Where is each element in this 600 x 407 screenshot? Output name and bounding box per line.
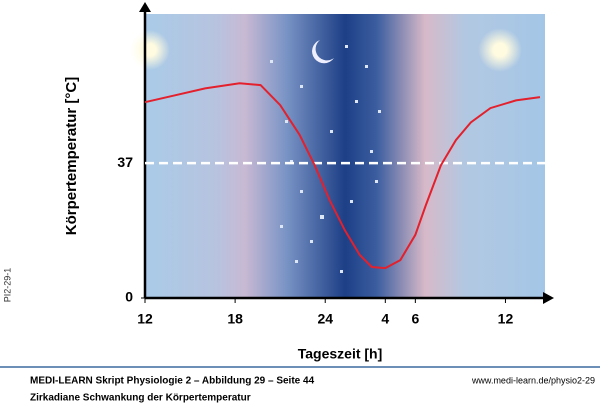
footer-subtitle: Zirkadiane Schwankung der Körpertemperat… [30, 393, 251, 404]
y-arrow [139, 2, 151, 12]
sun [478, 28, 522, 72]
y-tick-label: 0 [125, 289, 133, 305]
x-tick-label: 12 [137, 311, 153, 327]
x-tick-label: 18 [227, 311, 243, 327]
footer-url: www.medi-learn.de/physio2-29 [471, 375, 595, 385]
x-tick-label: 6 [411, 311, 419, 327]
x-tick-label: 4 [381, 311, 389, 327]
figure-code: PI2-29-1 [2, 268, 12, 303]
moon [312, 40, 334, 64]
footer-title: MEDI-LEARN Skript Physiologie 2 – Abbild… [30, 376, 315, 387]
y-tick-label: 37 [117, 154, 133, 170]
y-axis-label: Körpertemperatur [°C] [63, 77, 80, 236]
background [145, 14, 545, 298]
x-arrow [543, 292, 554, 304]
temperature-curve [144, 82, 541, 270]
x-tick-label: 12 [498, 311, 514, 327]
sun [130, 30, 170, 70]
x-tick-label: 24 [317, 311, 333, 327]
stars [270, 45, 381, 273]
x-axis-label: Tageszeit [h] [298, 346, 383, 362]
